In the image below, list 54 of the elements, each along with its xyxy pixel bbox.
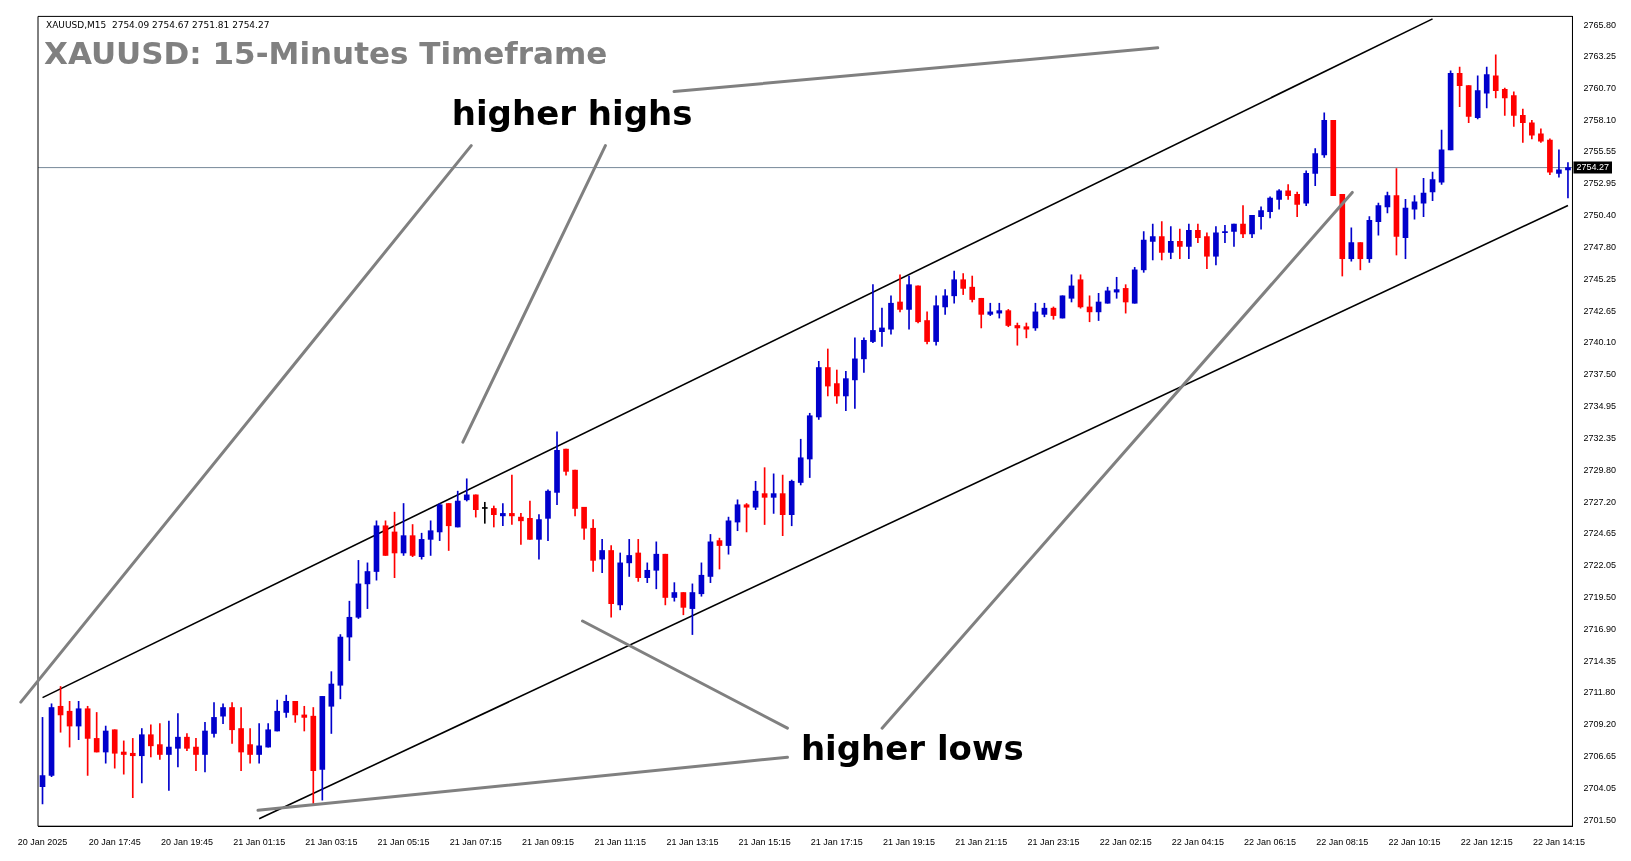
y-tick-label: 2716.90 [1583, 624, 1617, 635]
y-tick-label: 2755.55 [1583, 146, 1617, 157]
ref-line-label: 2754.27 [1576, 162, 1610, 173]
y-tick-label: 2752.95 [1583, 178, 1617, 189]
x-tick-label: 22 Jan 10:15 [1388, 837, 1441, 848]
y-tick-label: 2709.20 [1583, 719, 1617, 730]
x-tick-label: 21 Jan 05:15 [377, 837, 430, 848]
y-tick-label: 2714.35 [1583, 655, 1617, 666]
x-tick-label: 20 Jan 19:45 [160, 837, 213, 848]
candlestick [1330, 119, 1337, 196]
x-tick-label: 21 Jan 15:15 [738, 837, 791, 848]
y-tick-label: 2706.65 [1583, 750, 1617, 761]
x-tick-label: 21 Jan 19:15 [883, 837, 936, 848]
y-tick-label: 2719.50 [1583, 591, 1617, 602]
x-tick-label: 21 Jan 11:15 [594, 837, 646, 848]
y-tick-label: 2701.50 [1583, 814, 1617, 825]
x-tick-label: 21 Jan 23:15 [1027, 837, 1080, 848]
x-tick-label: 21 Jan 21:15 [955, 837, 1008, 848]
x-tick-label: 22 Jan 06:15 [1244, 837, 1297, 848]
x-tick-label: 21 Jan 01:15 [233, 837, 286, 848]
x-tick-label: 21 Jan 17:15 [810, 837, 863, 848]
y-tick-label: 2737.50 [1583, 369, 1617, 380]
x-tick-label: 20 Jan 2025 [17, 837, 68, 848]
x-tick-label: 22 Jan 04:15 [1171, 837, 1224, 848]
x-tick-label: 21 Jan 13:15 [666, 837, 719, 848]
y-tick-label: 2724.65 [1583, 528, 1617, 539]
y-tick-label: 2747.80 [1583, 242, 1617, 253]
y-tick-label: 2758.10 [1583, 114, 1617, 125]
x-tick-label: 21 Jan 07:15 [449, 837, 502, 848]
y-tick-label: 2750.40 [1583, 209, 1617, 220]
y-tick-label: 2763.25 [1583, 51, 1617, 62]
x-tick-label: 22 Jan 14:15 [1532, 837, 1585, 848]
x-tick-label: 21 Jan 03:15 [305, 837, 358, 848]
y-tick-label: 2745.25 [1583, 273, 1617, 284]
y-tick-label: 2760.70 [1583, 82, 1617, 93]
y-tick-label: 2734.95 [1583, 400, 1617, 411]
y-tick-label: 2704.05 [1583, 782, 1617, 793]
y-tick-label: 2729.80 [1583, 464, 1617, 475]
y-tick-label: 2722.05 [1583, 560, 1617, 571]
annotation: higher lows [800, 727, 1024, 768]
annotation: XAUUSD,M15 2754.09 2754.67 2751.81 2754.27 [46, 19, 270, 30]
x-tick-label: 22 Jan 12:15 [1460, 837, 1513, 848]
annotation: higher highs [451, 93, 693, 134]
x-tick-label: 20 Jan 17:45 [88, 837, 141, 848]
y-tick-label: 2740.10 [1583, 337, 1617, 348]
x-tick-label: 21 Jan 09:15 [521, 837, 575, 848]
x-tick-label: 22 Jan 02:15 [1099, 837, 1152, 848]
y-tick-label: 2727.20 [1583, 496, 1617, 507]
y-tick-label: 2742.65 [1583, 305, 1617, 316]
text: XAUUSD: 15-Minutes Timeframe [44, 35, 608, 72]
x-tick-label: 22 Jan 08:15 [1316, 837, 1369, 848]
y-tick-label: 2711.80 [1583, 687, 1616, 698]
y-tick-label: 2732.35 [1583, 433, 1617, 444]
y-tick-label: 2765.80 [1583, 19, 1617, 30]
